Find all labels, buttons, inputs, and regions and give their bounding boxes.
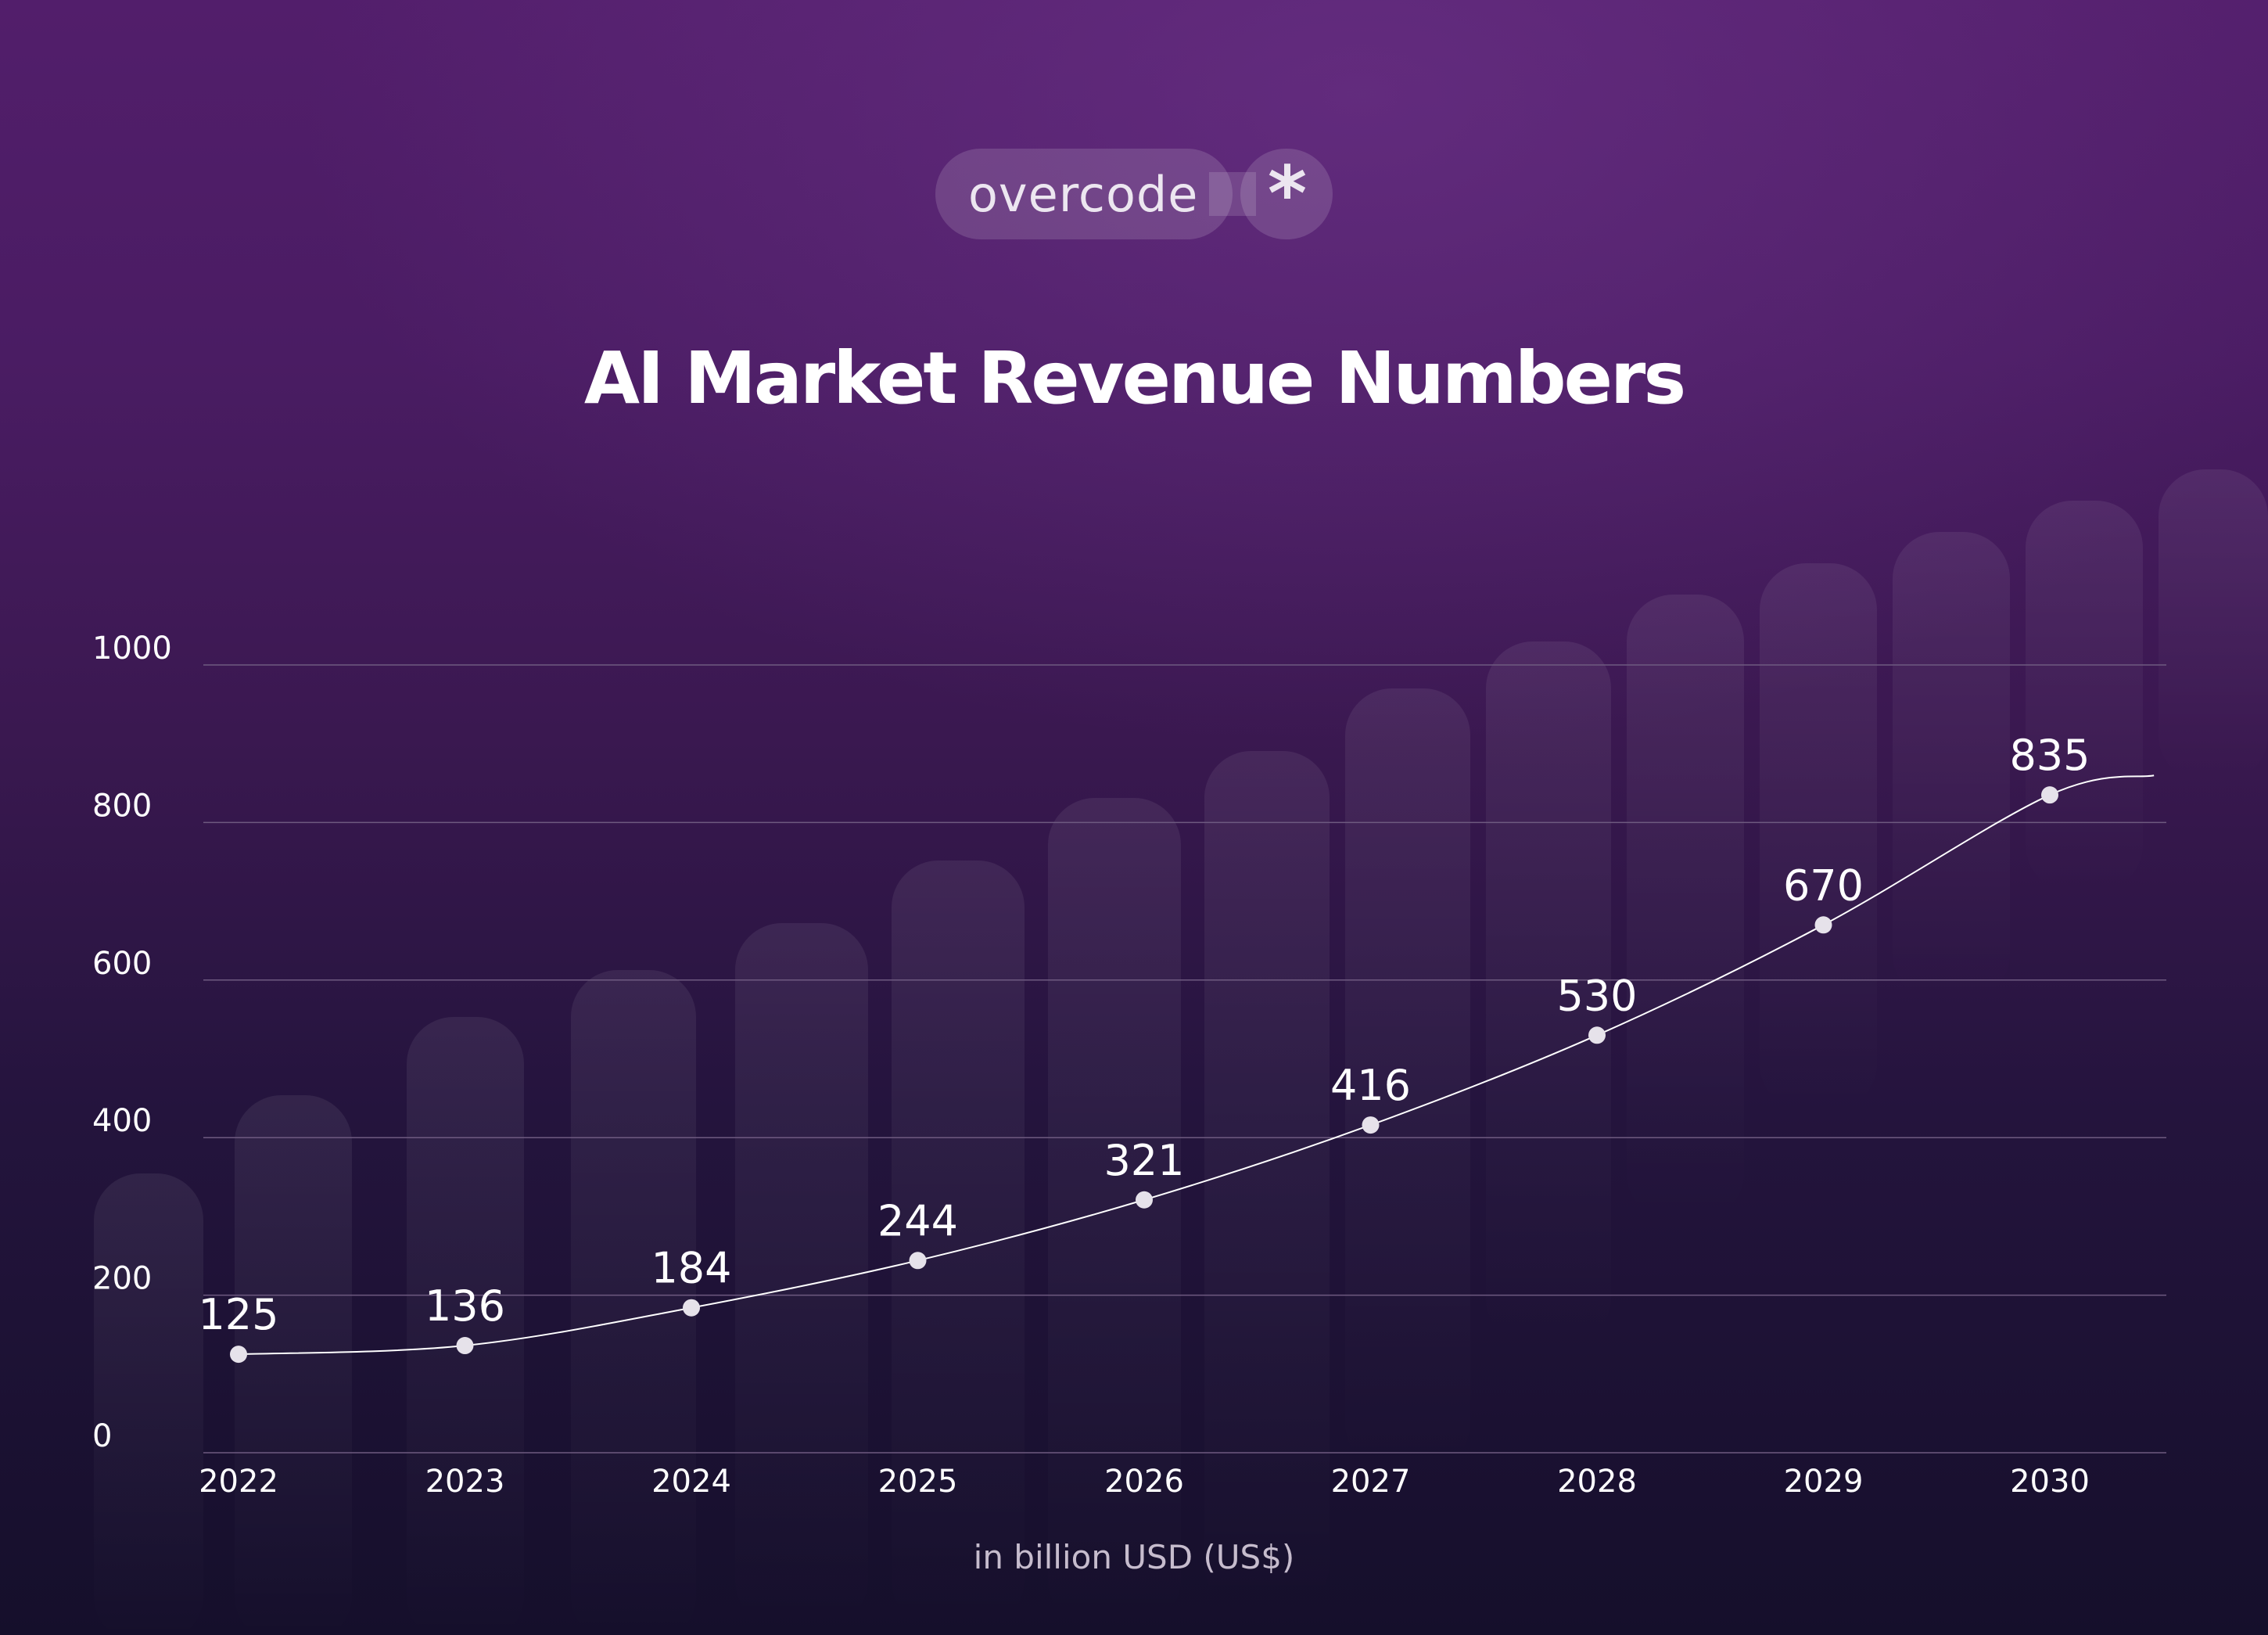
- y-tick-label: 200: [92, 1261, 152, 1297]
- x-tick-label: 2022: [199, 1464, 278, 1500]
- brand-logo: overcode *: [935, 149, 1333, 239]
- x-tick-label: 2028: [1557, 1464, 1637, 1500]
- x-tick-label: 2023: [425, 1464, 505, 1500]
- data-label: 184: [651, 1244, 731, 1293]
- unit-label: in billion USD (US$): [973, 1538, 1295, 1576]
- y-axis-ticks: 0 200 400 600 800 1000: [92, 631, 172, 1454]
- data-point: [909, 1252, 927, 1270]
- data-label: 136: [425, 1281, 505, 1331]
- data-label: 670: [1783, 861, 1864, 910]
- x-tick-label: 2024: [651, 1464, 731, 1500]
- data-point: [1362, 1116, 1380, 1134]
- data-labels: 125 136 184 244 321 416 530 670 835: [198, 731, 2090, 1339]
- x-tick-label: 2030: [2010, 1464, 2090, 1500]
- data-label: 125: [198, 1290, 278, 1339]
- x-tick-label: 2025: [878, 1464, 958, 1500]
- asterisk-icon: *: [1267, 150, 1308, 238]
- data-point: [1136, 1191, 1153, 1209]
- data-label: 244: [877, 1196, 958, 1245]
- data-label: 835: [2009, 731, 2090, 780]
- data-label: 530: [1556, 971, 1637, 1020]
- brand-name: overcode: [968, 166, 1199, 223]
- data-point: [683, 1299, 700, 1317]
- x-axis-ticks: 2022 2023 2024 2025 2026 2027 2028 2029 2030: [199, 1464, 2090, 1500]
- x-tick-label: 2029: [1784, 1464, 1864, 1500]
- data-point: [1588, 1026, 1606, 1044]
- data-point: [230, 1346, 247, 1364]
- x-tick-label: 2027: [1331, 1464, 1411, 1500]
- grid-lines: [203, 664, 2166, 1454]
- data-point: [456, 1337, 474, 1355]
- series-line: [238, 774, 2155, 1356]
- data-point: [2041, 786, 2058, 804]
- y-tick-label: 1000: [92, 631, 172, 667]
- y-tick-label: 600: [92, 946, 152, 982]
- data-label: 416: [1330, 1061, 1411, 1110]
- data-label: 321: [1103, 1136, 1184, 1185]
- y-tick-label: 0: [92, 1418, 112, 1454]
- y-tick-label: 400: [92, 1103, 152, 1139]
- data-point: [1814, 916, 1832, 934]
- y-tick-label: 800: [92, 788, 152, 824]
- x-tick-label: 2026: [1104, 1464, 1184, 1500]
- chart-title: AI Market Revenue Numbers: [583, 336, 1686, 420]
- data-points: [230, 786, 2058, 1364]
